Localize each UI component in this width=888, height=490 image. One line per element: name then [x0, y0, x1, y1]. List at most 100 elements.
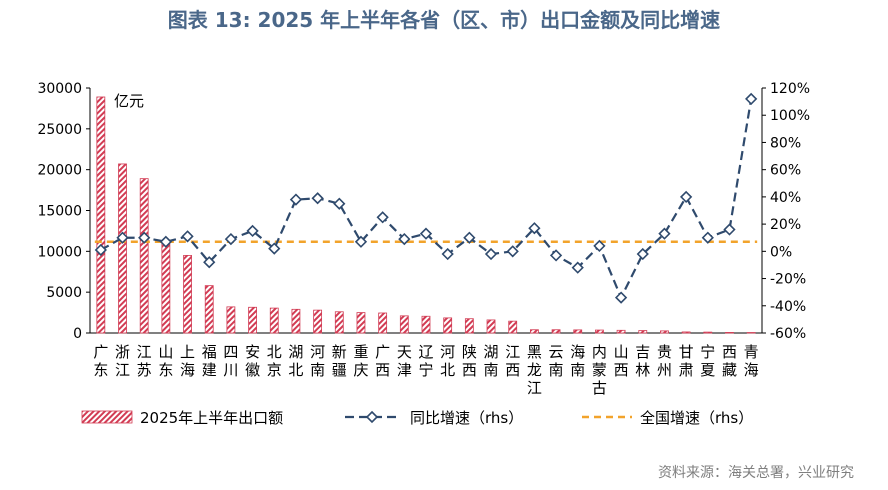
bar: [681, 331, 691, 334]
svg-text:北: 北: [288, 361, 303, 379]
bar: [638, 330, 648, 334]
bar: [595, 329, 604, 334]
yoy-point: [311, 192, 324, 205]
yoy-point: [506, 245, 519, 258]
svg-text:湖: 湖: [484, 343, 499, 361]
x-tick-label: 甘肃: [679, 343, 694, 379]
svg-text:南: 南: [484, 361, 499, 379]
svg-text:南: 南: [570, 361, 585, 379]
yoy-point: [116, 231, 129, 244]
x-tick-label: 浙江: [115, 343, 130, 379]
svg-text:黑: 黑: [527, 343, 542, 361]
svg-text:云: 云: [549, 343, 564, 361]
y-right-tick-label: 100%: [770, 108, 810, 124]
x-tick-label: 辽宁: [418, 343, 433, 379]
x-tick-label: 北京: [267, 343, 282, 379]
legend-yoy-label: 同比增速（rhs）: [410, 409, 523, 427]
x-tick-label: 云南: [549, 343, 564, 379]
svg-text:广: 广: [375, 343, 390, 361]
yoy-point: [224, 232, 238, 246]
x-tick-label: 湖南: [484, 343, 499, 379]
source-note: 资料来源：海关总署，兴业研究: [658, 465, 854, 481]
bar: [161, 242, 171, 334]
axes: 0 5000 10000 15000 20000 25000 30000 -60% -40% -2…: [37, 81, 810, 397]
x-tick-label: 河北: [440, 343, 455, 379]
yoy-point: [593, 239, 606, 253]
legend-bar-swatch: [81, 410, 133, 424]
yoy-point: [614, 291, 628, 304]
svg-text:上: 上: [180, 343, 195, 361]
yoy-point: [636, 247, 649, 261]
svg-text:龙: 龙: [527, 361, 542, 379]
svg-text:四: 四: [223, 343, 238, 361]
svg-text:青: 青: [744, 343, 759, 361]
svg-text:蒙: 蒙: [592, 361, 607, 379]
bar: [486, 319, 496, 334]
svg-text:东: 东: [158, 361, 173, 379]
svg-text:肃: 肃: [679, 361, 694, 379]
bar: [96, 96, 106, 334]
bar: [378, 312, 388, 334]
svg-text:林: 林: [635, 361, 650, 379]
svg-text:湖: 湖: [288, 343, 303, 361]
x-tick-label: 山西: [614, 343, 629, 379]
y-right-tick-label: 80%: [770, 135, 801, 151]
yoy-point: [354, 235, 368, 248]
yoy-point: [333, 197, 346, 210]
svg-text:江: 江: [137, 343, 152, 361]
svg-text:吉: 吉: [635, 343, 650, 361]
svg-text:福: 福: [202, 343, 217, 361]
svg-text:内: 内: [592, 343, 607, 361]
svg-text:江: 江: [505, 343, 520, 361]
bar: [269, 307, 279, 334]
svg-text:津: 津: [397, 361, 412, 379]
y-right-tick-label: -40%: [770, 299, 806, 315]
svg-text:南: 南: [310, 361, 325, 379]
yoy-point: [203, 256, 216, 269]
bar: [399, 315, 409, 334]
svg-text:州: 州: [657, 361, 672, 379]
bar: [551, 329, 561, 334]
svg-text:海: 海: [744, 361, 759, 379]
x-tick-label: 吉林: [635, 343, 650, 379]
x-tick-label: 天津: [397, 343, 412, 379]
y-right-tick-label: 40%: [770, 190, 801, 206]
yoy-point: [181, 230, 194, 243]
svg-text:西: 西: [722, 343, 737, 361]
svg-text:东: 东: [93, 361, 108, 379]
x-tick-label: 宁夏: [700, 343, 715, 379]
bar: [725, 332, 734, 334]
yoy-point: [94, 243, 107, 257]
x-tick-label: 福建: [202, 343, 217, 379]
bar: [443, 317, 453, 334]
x-tick-label: 内蒙古: [592, 343, 607, 397]
y-left-tick-label: 30000: [37, 81, 82, 97]
yoy-point: [549, 249, 563, 262]
svg-text:疆: 疆: [332, 361, 347, 379]
bar: [248, 306, 257, 334]
x-tick-label: 江苏: [137, 343, 152, 379]
bar: [226, 306, 236, 334]
x-tick-label: 河南: [310, 343, 325, 379]
yoy-point: [571, 261, 584, 274]
yoy-growth-line: [100, 98, 753, 301]
yoy-point: [484, 247, 498, 261]
svg-text:山: 山: [158, 343, 173, 361]
svg-text:北: 北: [267, 343, 282, 361]
yoy-point: [723, 223, 736, 236]
bar: [464, 318, 474, 334]
x-tick-label: 青海: [744, 343, 759, 379]
svg-text:京: 京: [267, 361, 282, 379]
x-tick-label: 黑龙江: [527, 343, 542, 397]
svg-text:新: 新: [332, 343, 347, 361]
svg-text:建: 建: [202, 361, 217, 379]
x-tick-label: 广东: [93, 343, 108, 379]
yoy-point: [745, 92, 758, 106]
svg-text:北: 北: [440, 361, 455, 379]
svg-text:海: 海: [180, 361, 195, 379]
y-left-tick-label: 10000: [37, 244, 82, 260]
svg-text:西: 西: [375, 361, 390, 379]
svg-text:庆: 庆: [353, 361, 368, 379]
bar: [334, 311, 344, 334]
